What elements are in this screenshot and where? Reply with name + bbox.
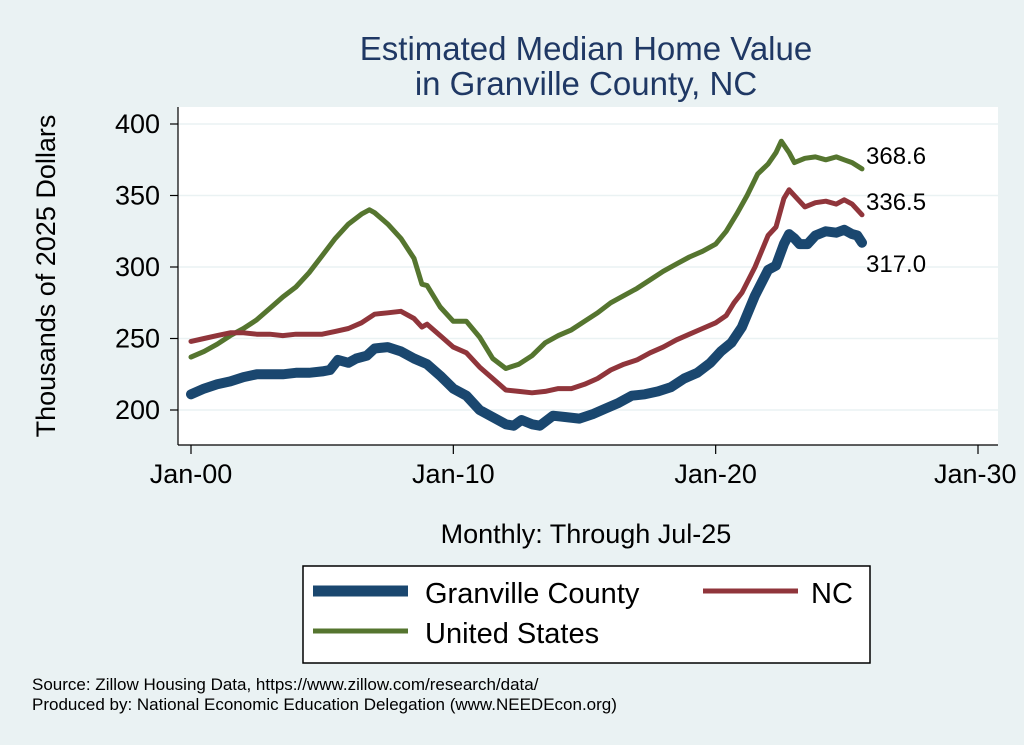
legend-label-nc: NC — [811, 578, 853, 610]
y-tick-label: 250 — [115, 324, 160, 354]
y-tick-label: 400 — [115, 109, 160, 139]
y-tick-label: 350 — [115, 181, 160, 211]
series-line-nc — [188, 187, 865, 396]
x-tick-label: Jan-30 — [934, 459, 1017, 489]
legend-box — [302, 565, 871, 664]
y-tick-label: 200 — [115, 395, 160, 425]
legend-label-granville: Granville County — [425, 578, 640, 610]
end-label-nc: 336.5 — [866, 189, 926, 216]
x-tick-label: Jan-20 — [674, 459, 757, 489]
series-line-us — [188, 138, 865, 371]
chart-title-line-2: in Granville County, NC — [415, 65, 757, 102]
legend: Granville County NC United States — [302, 565, 871, 664]
end-labels: 317.0 336.5 368.6 — [866, 143, 926, 278]
legend-label-us: United States — [425, 618, 599, 650]
end-label-us: 368.6 — [866, 143, 926, 170]
x-axis-title: Monthly: Through Jul-25 — [441, 519, 732, 549]
chart-title-line-1: Estimated Median Home Value — [360, 30, 812, 67]
source-note: Source: Zillow Housing Data, https://www… — [32, 675, 539, 694]
y-axis-ticks: 200 250 300 350 400 — [115, 109, 178, 425]
end-label-granville: 317.0 — [866, 251, 926, 278]
x-axis-ticks: Jan-00 Jan-10 Jan-20 Jan-30 — [150, 445, 1017, 489]
x-tick-label: Jan-00 — [150, 459, 233, 489]
producer-note: Produced by: National Economic Education… — [32, 695, 617, 714]
y-tick-label: 300 — [115, 252, 160, 282]
x-tick-label: Jan-10 — [412, 459, 495, 489]
series-line-granville — [186, 224, 867, 431]
series-lines — [186, 138, 867, 431]
y-axis-title: Thousands of 2025 Dollars — [31, 115, 61, 438]
plot-area — [178, 107, 998, 445]
